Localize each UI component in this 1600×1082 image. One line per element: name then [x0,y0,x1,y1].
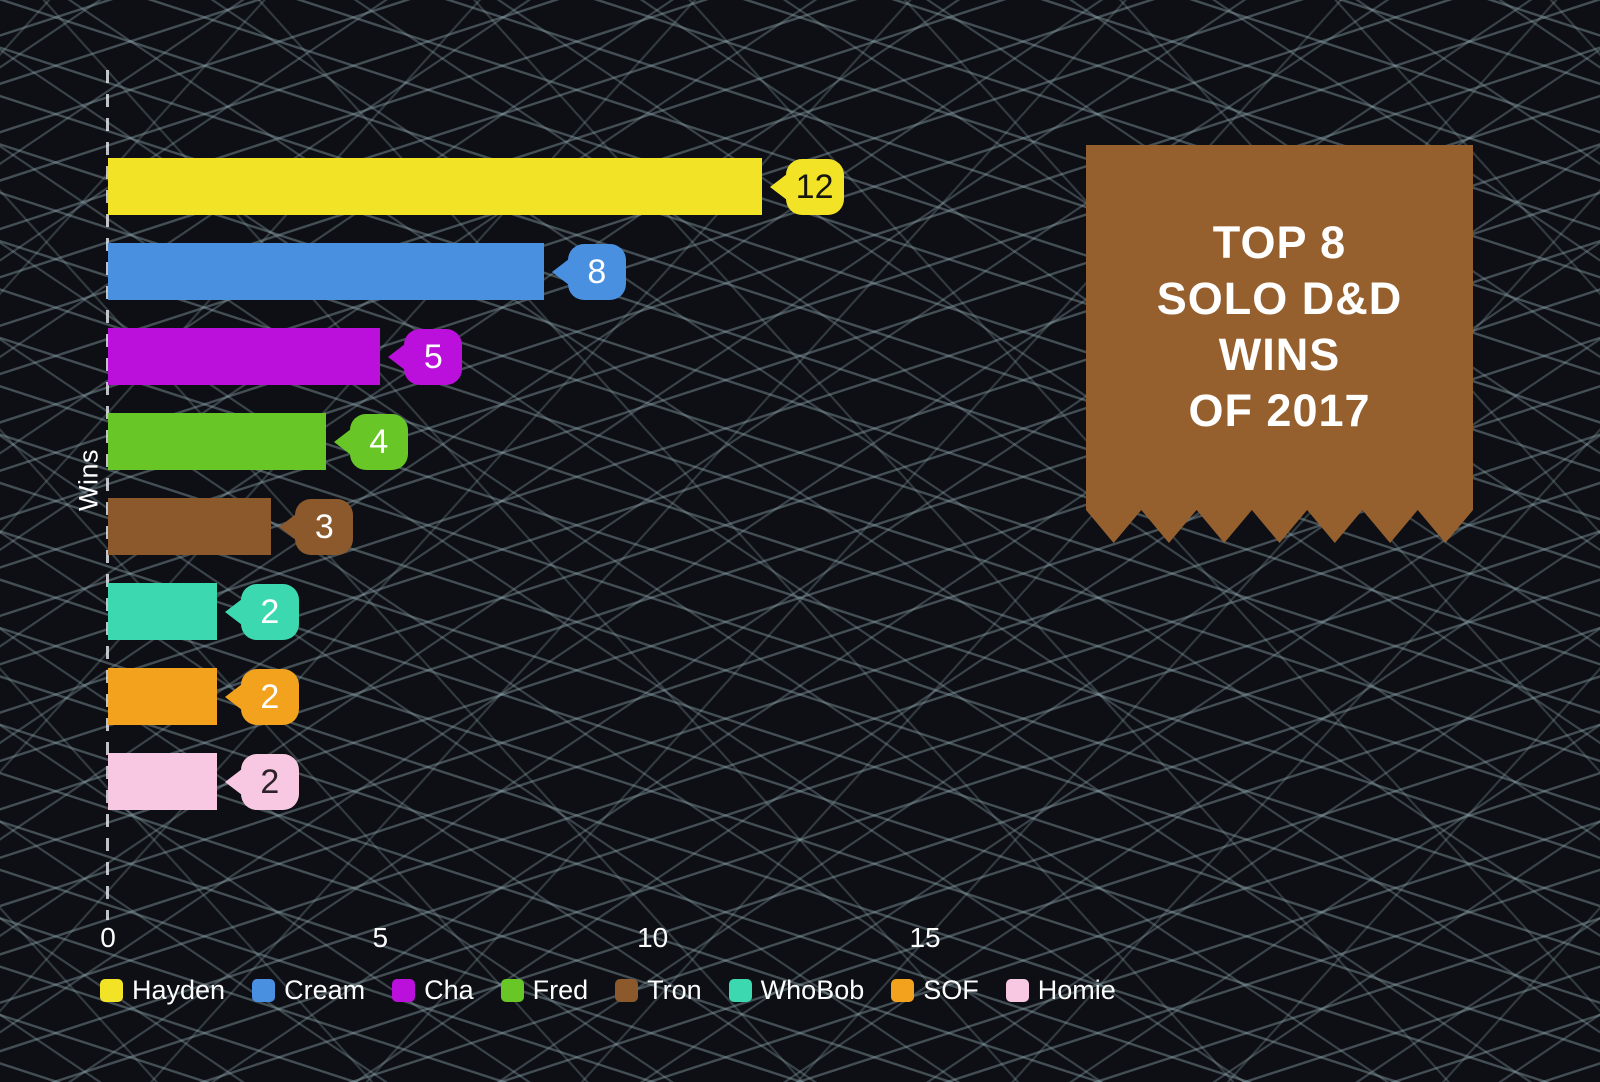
legend-swatch-cha [392,979,416,1002]
value-badge-fred: 4 [349,413,408,470]
title-banner-ribbon: TOP 8 SOLO D&D WINS OF 2017 [1086,145,1473,543]
bar-row-sof: 2 [108,668,844,725]
legend-label: WhoBob [760,975,865,1005]
legend-swatch-sof [891,979,915,1002]
legend-swatch-hayden [100,979,123,1002]
bar-row-tron: 3 [108,498,844,555]
legend-swatch-cream [252,979,276,1002]
x-axis-tick-labels: 0 5 10 15 [0,922,1600,958]
legend-item-fred[interactable]: Fred [500,975,589,1006]
legend-swatch-homie [1005,979,1029,1002]
value-badge-tron: 3 [295,498,354,555]
value-badge-homie: 2 [240,753,299,810]
x-tick-10: 10 [637,922,669,953]
legend-item-tron[interactable]: Tron [615,975,702,1006]
legend-item-hayden[interactable]: Hayden [100,975,225,1006]
bar-row-whobob: 2 [108,583,844,640]
legend-label: Cha [424,975,474,1005]
legend-swatch-fred [500,979,524,1002]
legend-label: Homie [1037,975,1116,1005]
legend-label: Tron [647,975,702,1005]
value-label: 4 [369,422,389,461]
x-tick-15: 15 [909,922,941,953]
legend-label: Fred [532,975,589,1005]
value-label: 12 [795,167,834,206]
bar-cream[interactable] [108,243,544,300]
y-axis-title: Wins [73,449,104,511]
legend-item-cha[interactable]: Cha [392,975,474,1006]
legend-label: Cream [284,975,366,1005]
value-badge-cream: 8 [567,243,626,300]
value-label: 2 [260,762,280,801]
value-label: 2 [260,592,280,631]
value-label: 8 [587,252,607,291]
value-badge-hayden: 12 [785,158,844,215]
bar-row-fred: 4 [108,413,844,470]
value-badge-sof: 2 [240,668,299,725]
legend-label: SOF [923,975,979,1005]
legend-item-sof[interactable]: SOF [891,975,979,1006]
banner-title-line-2: SOLO D&D [1156,273,1403,324]
x-tick-0: 0 [100,922,116,953]
bar-row-cream: 8 [108,243,844,300]
bar-tron[interactable] [108,498,272,555]
banner-title-line-1: TOP 8 [1212,217,1347,268]
bar-row-homie: 2 [108,753,844,810]
legend-item-homie[interactable]: Homie [1005,975,1116,1006]
bar-homie[interactable] [108,753,217,810]
bar-hayden[interactable] [108,158,762,215]
banner-title-line-4: OF 2017 [1188,385,1371,436]
x-tick-5: 5 [372,922,389,953]
legend-swatch-whobob [728,979,752,1002]
legend-label: Hayden [132,975,226,1005]
legend-item-whobob[interactable]: WhoBob [728,975,865,1006]
value-label: 2 [260,677,280,716]
chart-legend: Hayden Cream Cha Fred Tron WhoBob SOF Homie [100,975,1116,1006]
bar-fred[interactable] [108,413,326,470]
value-label: 3 [314,507,334,546]
bar-chart-plot-area: 12 8 5 4 3 2 2 2 [108,158,844,810]
legend-item-cream[interactable]: Cream [252,975,365,1006]
legend-swatch-tron [615,979,639,1002]
value-badge-whobob: 2 [240,583,299,640]
value-badge-cha: 5 [404,328,463,385]
bar-sof[interactable] [108,668,217,725]
bar-row-hayden: 12 [108,158,844,215]
bar-row-cha: 5 [108,328,844,385]
bar-whobob[interactable] [108,583,217,640]
zero-axis-dashed-line [106,70,109,920]
value-label: 5 [423,337,443,376]
bar-cha[interactable] [108,328,381,385]
banner-title-line-3: WINS [1218,329,1341,380]
